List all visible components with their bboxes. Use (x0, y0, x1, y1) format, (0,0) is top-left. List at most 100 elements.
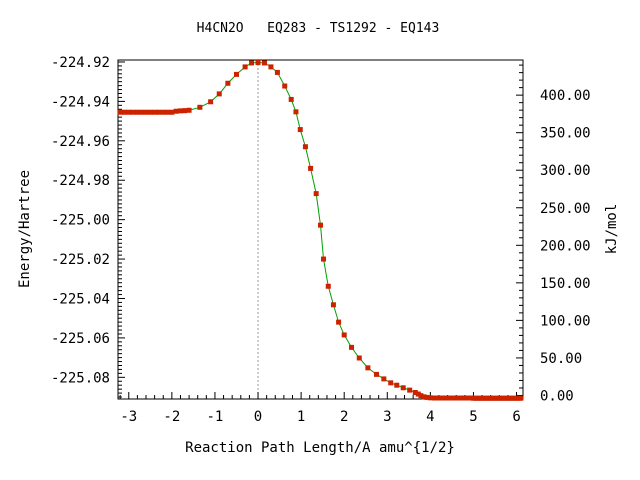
data-point (325, 283, 331, 289)
data-point (356, 355, 362, 361)
right-axis-ticks: 0.00 50.00 100.00 150.00 200.00 250.00 300.00 3… (516, 64, 591, 404)
bottom-axis-ticks: -3 -2 -1 0 1 2 3 4 5 6 (119, 392, 521, 425)
data-point (297, 127, 303, 133)
data-point (139, 109, 145, 115)
right-tick-label: 400.00 (540, 88, 591, 104)
data-point (412, 390, 418, 395)
data-point (130, 109, 136, 115)
chart-title: H4CN2O EQ283 - TS1292 - EQ143 (197, 21, 440, 36)
bottom-tick-label: -3 (120, 409, 137, 425)
data-point (186, 107, 192, 113)
data-point (197, 104, 203, 110)
bottom-tick-label: -2 (163, 409, 180, 425)
right-tick-label: 250.00 (540, 201, 591, 217)
data-point (440, 395, 446, 401)
data-point (216, 91, 222, 97)
left-tick-label: -225.02 (51, 252, 110, 268)
y-axis-label: Energy/Hartree (17, 170, 33, 288)
bottom-tick-label: 3 (383, 409, 391, 425)
data-point (424, 394, 430, 400)
data-point (336, 319, 342, 325)
right-tick-label: 350.00 (540, 126, 591, 142)
data-point (126, 109, 132, 115)
data-point (400, 385, 406, 391)
data-point (117, 109, 123, 115)
right-tick-label: 200.00 (540, 238, 591, 254)
data-point (421, 394, 427, 400)
data-point (177, 108, 183, 114)
data-point (225, 80, 231, 86)
data-point (427, 395, 433, 401)
data-point (462, 395, 468, 401)
data-point (394, 382, 400, 388)
energy-series (117, 60, 524, 401)
left-tick-label: -224.92 (51, 55, 110, 71)
data-point (165, 109, 171, 115)
data-point (365, 365, 371, 371)
data-point (458, 395, 464, 401)
left-tick-label: -225.04 (51, 291, 110, 307)
plot-frame (117, 59, 524, 400)
left-tick-label: -224.94 (51, 94, 110, 110)
data-point (418, 393, 424, 399)
data-point (121, 109, 127, 115)
data-point (233, 71, 239, 77)
data-point (349, 344, 355, 350)
data-point (182, 108, 188, 114)
left-tick-label: -225.08 (51, 370, 110, 386)
bottom-tick-label: 4 (426, 409, 434, 425)
left-axis-ticks: -224.92 -224.94 -224.96 -224.98 -225.00 -225.… (51, 55, 125, 398)
data-point (518, 395, 524, 401)
right-tick-label: 0.00 (540, 388, 574, 404)
data-point (208, 99, 214, 105)
data-point (152, 109, 158, 115)
data-point (134, 109, 140, 115)
bottom-tick-label: 5 (469, 409, 477, 425)
data-point (160, 109, 166, 115)
data-point (330, 302, 336, 308)
data-point (341, 332, 347, 338)
data-point (173, 108, 179, 114)
right-tick-label: 150.00 (540, 276, 591, 292)
data-point (321, 256, 327, 262)
data-point (407, 387, 413, 393)
data-point (282, 83, 288, 89)
data-point (388, 380, 394, 386)
bottom-tick-label: 6 (512, 409, 520, 425)
data-point (313, 191, 319, 197)
data-point (143, 109, 149, 115)
bottom-tick-label: 2 (340, 409, 348, 425)
data-point (449, 395, 455, 401)
bottom-tick-label: 1 (297, 409, 305, 425)
data-point (156, 109, 162, 115)
data-point (261, 60, 267, 66)
data-point (249, 60, 255, 66)
data-point (293, 109, 299, 115)
left-tick-label: -225.00 (51, 213, 110, 229)
data-point (308, 165, 314, 171)
data-point (318, 222, 323, 228)
data-point (288, 96, 294, 102)
bottom-tick-label: 0 (254, 409, 262, 425)
data-point (274, 69, 280, 75)
data-point (147, 109, 153, 115)
data-point (374, 371, 380, 377)
data-point (436, 395, 442, 401)
right-tick-label: 50.00 (540, 351, 582, 367)
data-point (302, 144, 308, 150)
right-tick-label: 300.00 (540, 163, 591, 179)
right-axis-label: kJ/mol (604, 204, 620, 255)
left-tick-label: -224.98 (51, 173, 110, 189)
right-tick-label: 100.00 (540, 313, 591, 329)
data-point (169, 109, 175, 115)
data-point (242, 64, 248, 70)
bottom-tick-label: -1 (207, 409, 224, 425)
data-point (432, 395, 438, 401)
data-point (381, 376, 387, 382)
data-point (445, 395, 451, 401)
data-point (453, 395, 459, 401)
x-axis-label: Reaction Path Length/A amu^{1/2} (185, 440, 455, 456)
left-tick-label: -224.96 (51, 134, 110, 150)
data-point (268, 64, 274, 70)
